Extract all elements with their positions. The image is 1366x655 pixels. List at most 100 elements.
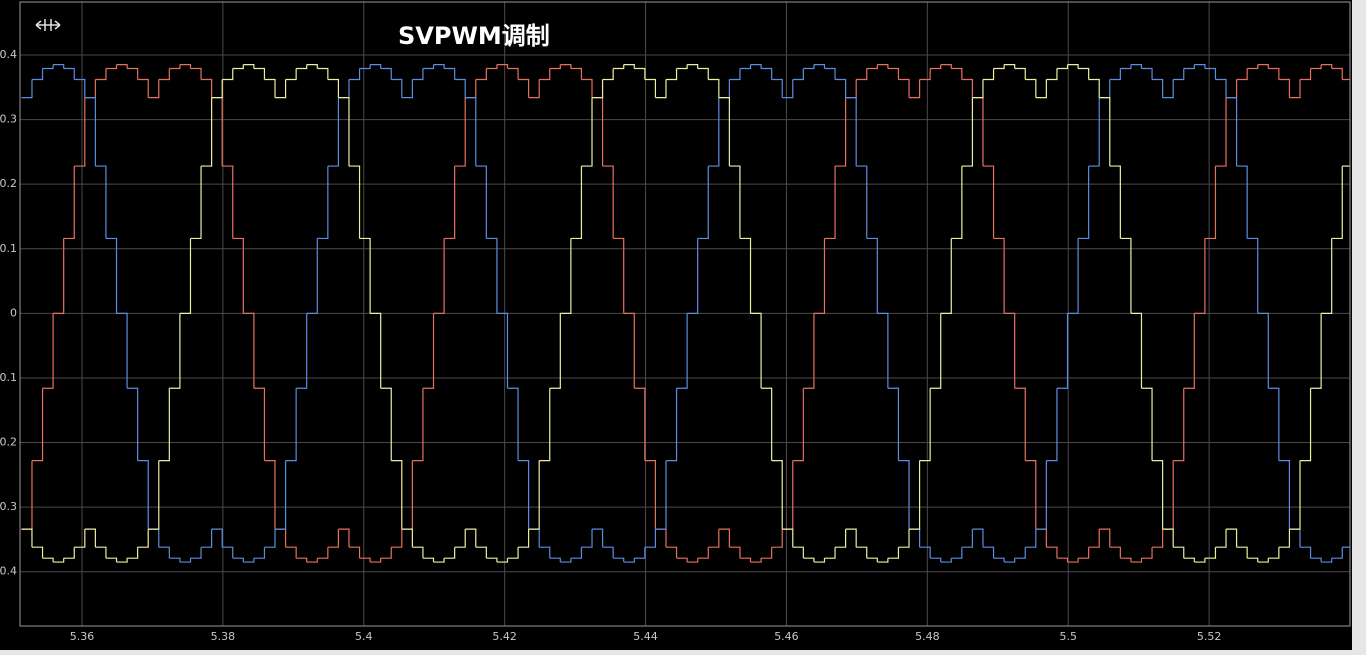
step-segment — [708, 97, 720, 167]
step-segment — [940, 238, 952, 314]
step-segment — [845, 528, 857, 548]
step-segment — [158, 388, 170, 462]
step-segment — [21, 528, 33, 548]
x-tick-label: 5.44 — [633, 630, 658, 643]
step-segment — [285, 388, 297, 462]
step-segment — [665, 68, 678, 81]
step-segment — [422, 313, 435, 389]
step-segment — [1004, 64, 1016, 69]
step-segment — [676, 64, 688, 70]
step-segment — [972, 79, 984, 99]
step-segment — [739, 237, 752, 314]
step-segment — [1257, 312, 1269, 389]
step-segment — [1310, 557, 1322, 563]
y-tick-label: -0.1 — [0, 371, 17, 384]
step-segment — [739, 557, 752, 563]
step-segment — [930, 557, 942, 563]
step-segment — [951, 547, 963, 559]
step-segment — [1078, 166, 1090, 240]
step-segment — [697, 67, 709, 80]
step-segment — [1268, 67, 1280, 80]
step-segment — [581, 529, 593, 548]
step-segment — [327, 529, 340, 548]
step-segment — [1299, 546, 1312, 559]
step-segment — [602, 68, 614, 81]
step-segment — [1226, 97, 1238, 167]
step-segment — [623, 558, 635, 563]
step-segment — [866, 237, 878, 314]
step-segment — [380, 547, 392, 559]
step-segment — [813, 64, 826, 69]
step-segment — [31, 546, 44, 559]
step-segment — [982, 165, 995, 239]
step-segment — [549, 557, 561, 563]
step-segment — [1130, 312, 1143, 389]
step-segment — [275, 460, 287, 530]
step-segment — [1035, 460, 1047, 530]
step-segment — [782, 528, 794, 548]
step-segment — [930, 313, 942, 389]
step-segment — [718, 97, 730, 167]
step-segment — [539, 388, 551, 462]
trace — [21, 64, 1350, 563]
step-segment — [866, 64, 878, 70]
step-segment — [53, 64, 65, 69]
step-segment — [1236, 68, 1248, 81]
step-segment — [1152, 78, 1164, 98]
trace — [21, 64, 1350, 563]
step-segment — [1152, 460, 1164, 530]
step-segment — [623, 64, 635, 69]
y-tick-label: -0.3 — [0, 500, 17, 513]
step-segment — [528, 460, 540, 530]
step-segment — [116, 64, 128, 69]
step-segment — [1194, 238, 1206, 314]
step-segment — [961, 78, 974, 98]
x-tick-label: 5.52 — [1197, 630, 1222, 643]
step-segment — [592, 79, 604, 99]
step-segment — [824, 547, 836, 559]
step-segment — [676, 313, 688, 389]
step-segment — [95, 165, 107, 239]
step-segment — [877, 312, 889, 389]
step-segment — [539, 68, 551, 81]
step-segment — [549, 313, 561, 389]
step-segment — [549, 64, 561, 70]
y-tick-label: 0.3 — [0, 113, 17, 126]
step-segment — [877, 64, 889, 69]
step-segment — [391, 529, 403, 548]
step-segment — [718, 528, 730, 548]
step-segment — [454, 529, 466, 548]
grid-layer — [20, 2, 1350, 626]
step-segment — [422, 557, 435, 563]
step-segment — [475, 165, 487, 239]
step-segment — [127, 387, 139, 461]
step-segment — [306, 64, 318, 69]
step-segment — [813, 238, 826, 314]
x-tick-label: 5.48 — [915, 630, 940, 643]
y-tick-label: 0.2 — [0, 177, 17, 190]
step-segment — [169, 557, 181, 563]
step-segment — [1247, 64, 1259, 70]
step-segment — [1310, 313, 1322, 389]
step-segment — [1067, 238, 1079, 314]
step-segment — [84, 97, 96, 167]
step-segment — [327, 97, 340, 167]
step-segment — [264, 529, 276, 548]
step-segment — [919, 546, 931, 559]
step-segment — [243, 558, 255, 563]
step-segment — [486, 64, 498, 70]
step-segment — [634, 387, 646, 461]
step-segment — [285, 546, 297, 559]
step-segment — [1331, 166, 1343, 240]
step-segment — [1215, 97, 1227, 167]
step-segment — [856, 165, 868, 239]
step-segment — [264, 78, 276, 98]
step-segment — [433, 558, 445, 563]
step-segment — [665, 546, 678, 559]
step-segment — [127, 547, 139, 559]
step-segment — [53, 238, 65, 314]
step-segment — [74, 78, 86, 98]
step-segment — [359, 557, 371, 563]
step-segment — [454, 78, 466, 98]
step-segment — [676, 557, 688, 563]
